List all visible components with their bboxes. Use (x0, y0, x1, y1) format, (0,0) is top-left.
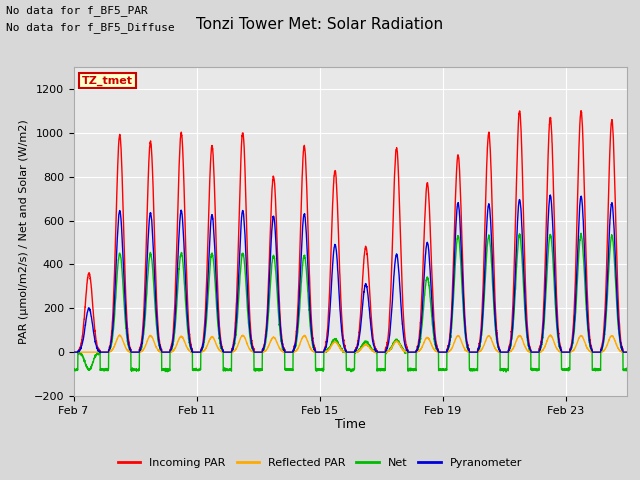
Text: No data for f_BF5_PAR: No data for f_BF5_PAR (6, 5, 148, 16)
Legend: Incoming PAR, Reflected PAR, Net, Pyranometer: Incoming PAR, Reflected PAR, Net, Pyrano… (114, 453, 526, 472)
Text: No data for f_BF5_Diffuse: No data for f_BF5_Diffuse (6, 22, 175, 33)
X-axis label: Time: Time (335, 419, 366, 432)
Text: Tonzi Tower Met: Solar Radiation: Tonzi Tower Met: Solar Radiation (196, 17, 444, 32)
Text: TZ_tmet: TZ_tmet (82, 75, 133, 86)
Y-axis label: PAR (μmol/m2/s) / Net and Solar (W/m2): PAR (μmol/m2/s) / Net and Solar (W/m2) (19, 119, 29, 344)
